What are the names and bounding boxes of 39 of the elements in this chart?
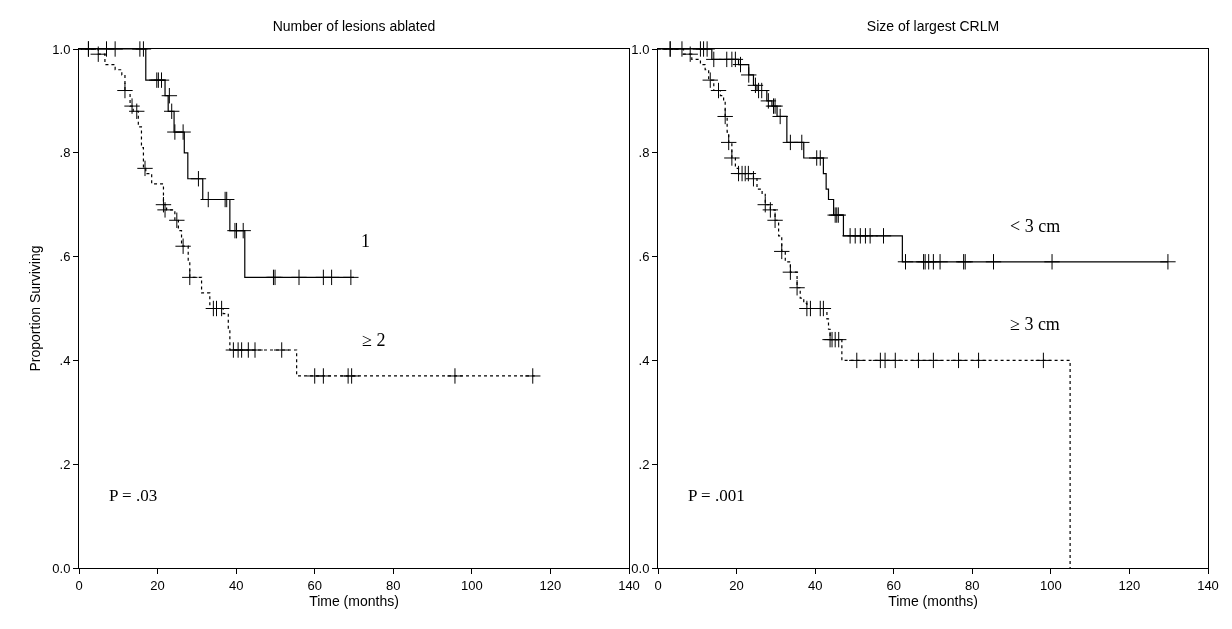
annotation: P = .03 bbox=[109, 486, 158, 505]
series-label: ≥ 2 bbox=[362, 330, 386, 350]
x-tick-label: 60 bbox=[886, 577, 901, 593]
x-axis-title: Time (months) bbox=[888, 592, 978, 609]
y-tick-label: 0.0 bbox=[52, 560, 71, 576]
x-tick-label: 20 bbox=[150, 577, 165, 593]
x-tick-label: 140 bbox=[618, 577, 640, 593]
y-axis-title: Proportion Surviving bbox=[26, 245, 43, 372]
x-tick-label: 60 bbox=[307, 577, 322, 593]
y-tick-label: .6 bbox=[638, 249, 650, 265]
x-axis-title: Time (months) bbox=[309, 592, 399, 609]
x-tick-label: 80 bbox=[386, 577, 401, 593]
x-tick-label: 40 bbox=[228, 577, 244, 593]
x-tick-label: 120 bbox=[539, 577, 562, 593]
x-tick-label: 100 bbox=[461, 577, 483, 593]
x-tick-label: 0 bbox=[75, 577, 83, 593]
y-tick-label: .4 bbox=[59, 352, 71, 368]
x-tick-label: 20 bbox=[729, 577, 744, 593]
y-tick-label: 1.0 bbox=[631, 41, 650, 57]
y-tick-label: .6 bbox=[59, 249, 71, 265]
x-tick-label: 100 bbox=[1040, 577, 1062, 593]
y-tick-label: 0.0 bbox=[631, 560, 650, 576]
x-tick-label: 120 bbox=[1118, 577, 1141, 593]
x-tick-label: 80 bbox=[965, 577, 980, 593]
chart-title: Size of largest CRLM bbox=[866, 17, 1000, 34]
y-tick-label: .8 bbox=[638, 145, 650, 161]
x-tick-label: 40 bbox=[807, 577, 823, 593]
series-label: < 3 cm bbox=[1010, 216, 1061, 236]
series-label: ≥ 3 cm bbox=[1010, 314, 1060, 334]
y-tick-label: .2 bbox=[638, 456, 650, 472]
y-tick-label: .4 bbox=[638, 352, 650, 368]
y-tick-label: 1.0 bbox=[52, 41, 71, 57]
x-tick-label: 140 bbox=[1197, 577, 1219, 593]
y-tick-label: .8 bbox=[59, 145, 71, 161]
annotation: P = .001 bbox=[688, 486, 745, 505]
series-label: 1 bbox=[361, 231, 370, 251]
x-tick-label: 0 bbox=[654, 577, 662, 593]
y-tick-label: .2 bbox=[59, 456, 71, 472]
chart-title: Number of lesions ablated bbox=[272, 17, 436, 34]
